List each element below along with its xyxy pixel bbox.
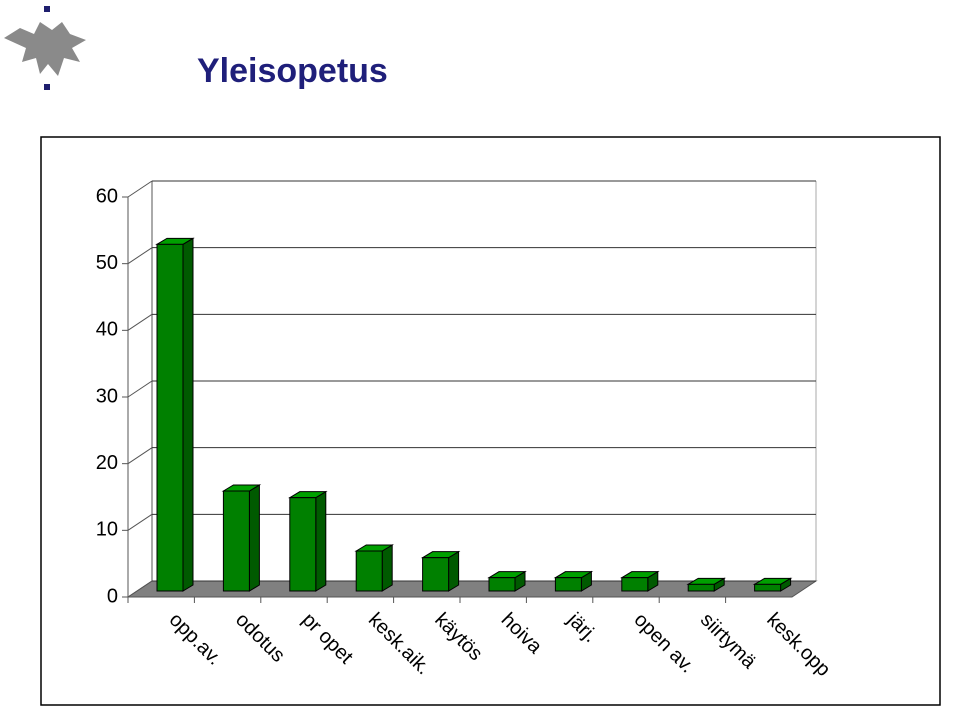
x-tick-label: open av. bbox=[630, 609, 699, 678]
y-tick-label: 30 bbox=[96, 385, 118, 407]
bar bbox=[222, 490, 250, 592]
grid-line bbox=[127, 313, 153, 331]
y-tick-label: 50 bbox=[96, 252, 118, 274]
x-tick-label: siirtymä bbox=[696, 609, 761, 674]
bar-side bbox=[315, 490, 327, 592]
x-tick-label: hoiva bbox=[497, 609, 547, 659]
slide-title: Yleisopetus bbox=[197, 52, 388, 90]
x-tick-label: opp.av. bbox=[165, 609, 226, 670]
bar bbox=[355, 550, 383, 592]
bar bbox=[488, 577, 516, 592]
bar-side bbox=[381, 544, 393, 592]
x-tick-label: kesk.aik. bbox=[364, 609, 435, 680]
grid-line bbox=[127, 447, 153, 465]
y-tick-label: 20 bbox=[96, 452, 118, 474]
bar bbox=[621, 577, 649, 592]
x-tick-label: kesk.opp bbox=[762, 609, 834, 681]
grid-line bbox=[127, 180, 153, 198]
bar-side bbox=[248, 484, 260, 592]
grid-line bbox=[127, 380, 153, 398]
y-tick-label: 0 bbox=[107, 585, 118, 607]
bar bbox=[687, 583, 715, 592]
bar bbox=[554, 577, 582, 592]
bar bbox=[156, 243, 184, 592]
bar-side bbox=[182, 237, 194, 592]
bar-side bbox=[448, 550, 460, 592]
x-tick-label: odotus bbox=[231, 609, 289, 667]
x-tick-label: järj. bbox=[562, 608, 601, 647]
logo bbox=[4, 6, 86, 90]
grid-line bbox=[127, 513, 153, 531]
grid-line bbox=[127, 580, 153, 598]
y-tick-label: 40 bbox=[96, 319, 118, 341]
grid-line bbox=[127, 247, 153, 265]
chart-frame bbox=[40, 136, 941, 706]
bar bbox=[289, 497, 317, 592]
bar bbox=[754, 583, 782, 592]
x-tick-label: käytös bbox=[430, 609, 486, 665]
bar bbox=[422, 557, 450, 592]
x-tick-label: pr opet bbox=[298, 609, 358, 669]
y-tick-label: 60 bbox=[96, 185, 118, 207]
y-tick-label: 10 bbox=[96, 519, 118, 541]
